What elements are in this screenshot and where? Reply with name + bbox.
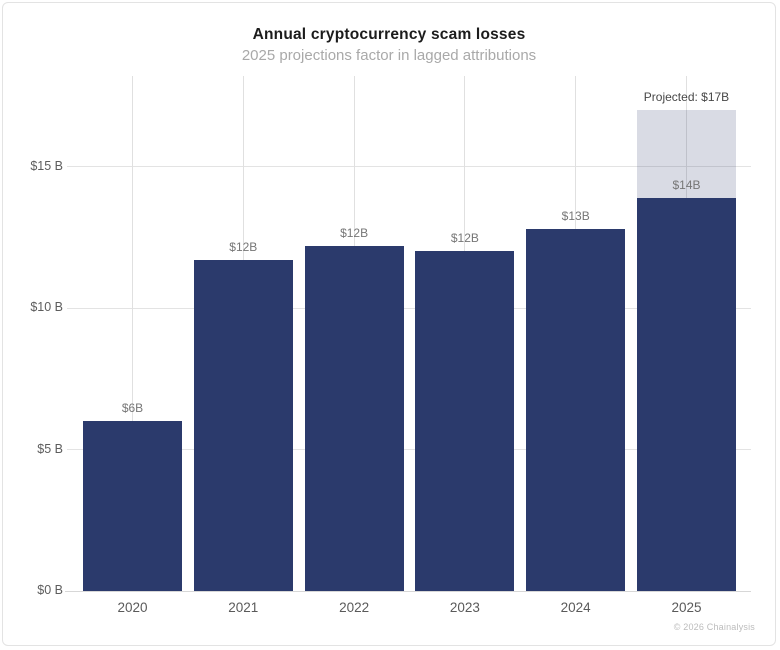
x-tick-label-2024: 2024 — [560, 600, 591, 615]
gridline-h-15 — [67, 166, 751, 168]
gridline-h-10 — [67, 307, 751, 309]
y-tick-label-15: $15 B — [30, 158, 63, 173]
bar-value-label-2025: $14B — [672, 177, 701, 192]
chart-title: Annual cryptocurrency scam losses — [252, 26, 526, 43]
projected-bar-2025 — [637, 109, 736, 198]
bar-2022 — [304, 245, 404, 591]
bar-value-label-2024: $13B — [561, 208, 590, 223]
y-tick-label-10: $10 B — [30, 300, 63, 315]
projected-label: Projected: $17B — [643, 89, 730, 104]
bar-2020 — [83, 421, 182, 591]
y-axis-labels: $0 B $5 B $10 B $15 B — [3, 76, 63, 597]
x-tick-label-2025: 2025 — [671, 600, 702, 615]
gridline-h-5 — [67, 449, 751, 451]
bar-2025 — [637, 197, 736, 591]
bar-2021 — [193, 259, 293, 591]
x-tick-label-2023: 2023 — [449, 600, 480, 615]
plot-area: $6B 2020 $12B 2021 $12B 2022 $12B 2023 $13B 2024 P… — [65, 76, 751, 615]
chart-subtitle: 2025 projections factor in lagged attrib… — [241, 47, 537, 64]
bar-value-label-2023: $12B — [450, 231, 479, 246]
bar-2023 — [415, 251, 515, 591]
bar-2024 — [526, 228, 626, 591]
copyright-credit: © 2026 Chainalysis — [673, 622, 755, 632]
bar-value-label-2020: $6B — [121, 401, 144, 416]
gridline-v-2020 — [132, 76, 133, 591]
x-tick-label-2020: 2020 — [117, 600, 148, 615]
y-tick-label-0: $0 B — [37, 583, 63, 597]
x-tick-label-2022: 2022 — [339, 600, 370, 615]
y-tick-label-5: $5 B — [37, 441, 63, 456]
bar-value-label-2021: $12B — [229, 239, 258, 254]
x-tick-label-2021: 2021 — [228, 600, 259, 615]
bar-value-label-2022: $12B — [340, 225, 369, 240]
x-axis-line — [65, 591, 751, 592]
